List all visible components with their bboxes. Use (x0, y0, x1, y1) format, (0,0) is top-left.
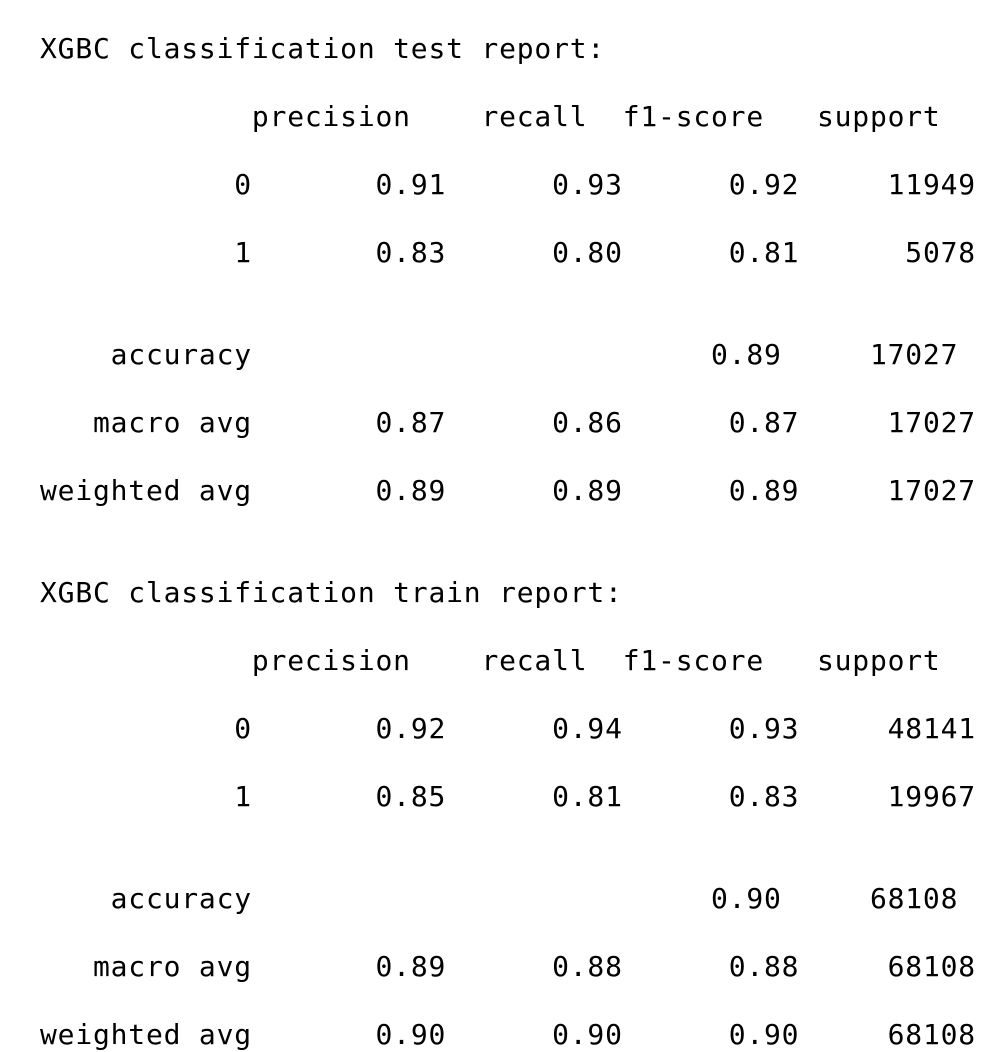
recall-value: 0.81 (552, 780, 623, 813)
support-value: 11949 (887, 168, 976, 201)
support-value: 17027 (869, 338, 959, 371)
f1-value: 0.88 (728, 950, 800, 983)
row-label: weighted avg (40, 474, 252, 507)
row-label: 1 (234, 780, 252, 813)
support-value: 19967 (887, 780, 976, 813)
recall-value: 0.89 (552, 474, 623, 507)
support-value: 68108 (869, 882, 959, 915)
f1-value: 0.89 (711, 338, 782, 371)
column-header: precision (251, 644, 411, 677)
support-value: 68108 (887, 1018, 976, 1051)
support-value: 68108 (887, 950, 976, 983)
f1-value: 0.87 (728, 406, 800, 439)
row-label: 1 (234, 236, 252, 269)
precision-value: 0.87 (375, 406, 447, 439)
f1-value: 0.89 (728, 474, 800, 507)
precision-value: 0.83 (375, 236, 447, 269)
column-header: recall (481, 100, 588, 133)
column-header-row: precision recall f1-score support (40, 100, 976, 134)
classification-reports: XGBC classification test report: precisi… (40, 32, 976, 1052)
table-row: 0 0.91 0.93 0.92 11949 (40, 168, 976, 202)
console-output: XGBC classification test report: precisi… (40, 32, 975, 1051)
recall-value: 0.88 (552, 950, 623, 983)
precision-value: 0.91 (375, 168, 447, 201)
column-header: f1-score (622, 100, 764, 133)
support-value: 48141 (887, 712, 976, 745)
report-title: XGBC classification test report: (40, 32, 606, 65)
recall-value: 0.90 (552, 1018, 623, 1051)
table-row: weighted avg 0.90 0.90 0.90 68108 (40, 1018, 976, 1052)
row-label: accuracy (110, 338, 252, 371)
f1-value: 0.93 (728, 712, 800, 745)
row-label: weighted avg (40, 1018, 252, 1051)
table-row: 1 0.85 0.81 0.83 19967 (40, 780, 976, 814)
row-label: 0 (234, 712, 252, 745)
table-row: accuracy 0.89 17027 (40, 338, 976, 372)
f1-value: 0.90 (711, 882, 782, 915)
column-header: precision (251, 100, 411, 133)
precision-value: 0.90 (375, 1018, 447, 1051)
report-title: XGBC classification train report: (40, 576, 623, 609)
row-label: accuracy (110, 882, 252, 915)
column-header: support (816, 100, 941, 133)
table-row: macro avg 0.87 0.86 0.87 17027 (40, 406, 976, 440)
f1-value: 0.92 (728, 168, 800, 201)
recall-value: 0.93 (552, 168, 623, 201)
column-header-row: precision recall f1-score support (40, 644, 976, 678)
precision-value: 0.89 (375, 474, 447, 507)
f1-value: 0.90 (728, 1018, 800, 1051)
table-row: macro avg 0.89 0.88 0.88 68108 (40, 950, 976, 984)
recall-value: 0.86 (552, 406, 623, 439)
column-header: recall (481, 644, 588, 677)
precision-value: 0.89 (375, 950, 447, 983)
table-row: accuracy 0.90 68108 (40, 882, 976, 916)
row-label: macro avg (92, 406, 252, 439)
table-row: weighted avg 0.89 0.89 0.89 17027 (40, 474, 976, 508)
column-header: f1-score (622, 644, 764, 677)
recall-value: 0.94 (552, 712, 623, 745)
recall-value: 0.80 (552, 236, 623, 269)
precision-value: 0.85 (375, 780, 447, 813)
f1-value: 0.83 (728, 780, 800, 813)
support-value: 17027 (887, 474, 976, 507)
support-value: 5078 (905, 236, 976, 269)
column-header: support (816, 644, 941, 677)
row-label: macro avg (92, 950, 252, 983)
support-value: 17027 (887, 406, 976, 439)
table-row: 0 0.92 0.94 0.93 48141 (40, 712, 976, 746)
table-row: 1 0.83 0.80 0.81 5078 (40, 236, 976, 270)
precision-value: 0.92 (375, 712, 447, 745)
row-label: 0 (234, 168, 252, 201)
f1-value: 0.81 (728, 236, 800, 269)
